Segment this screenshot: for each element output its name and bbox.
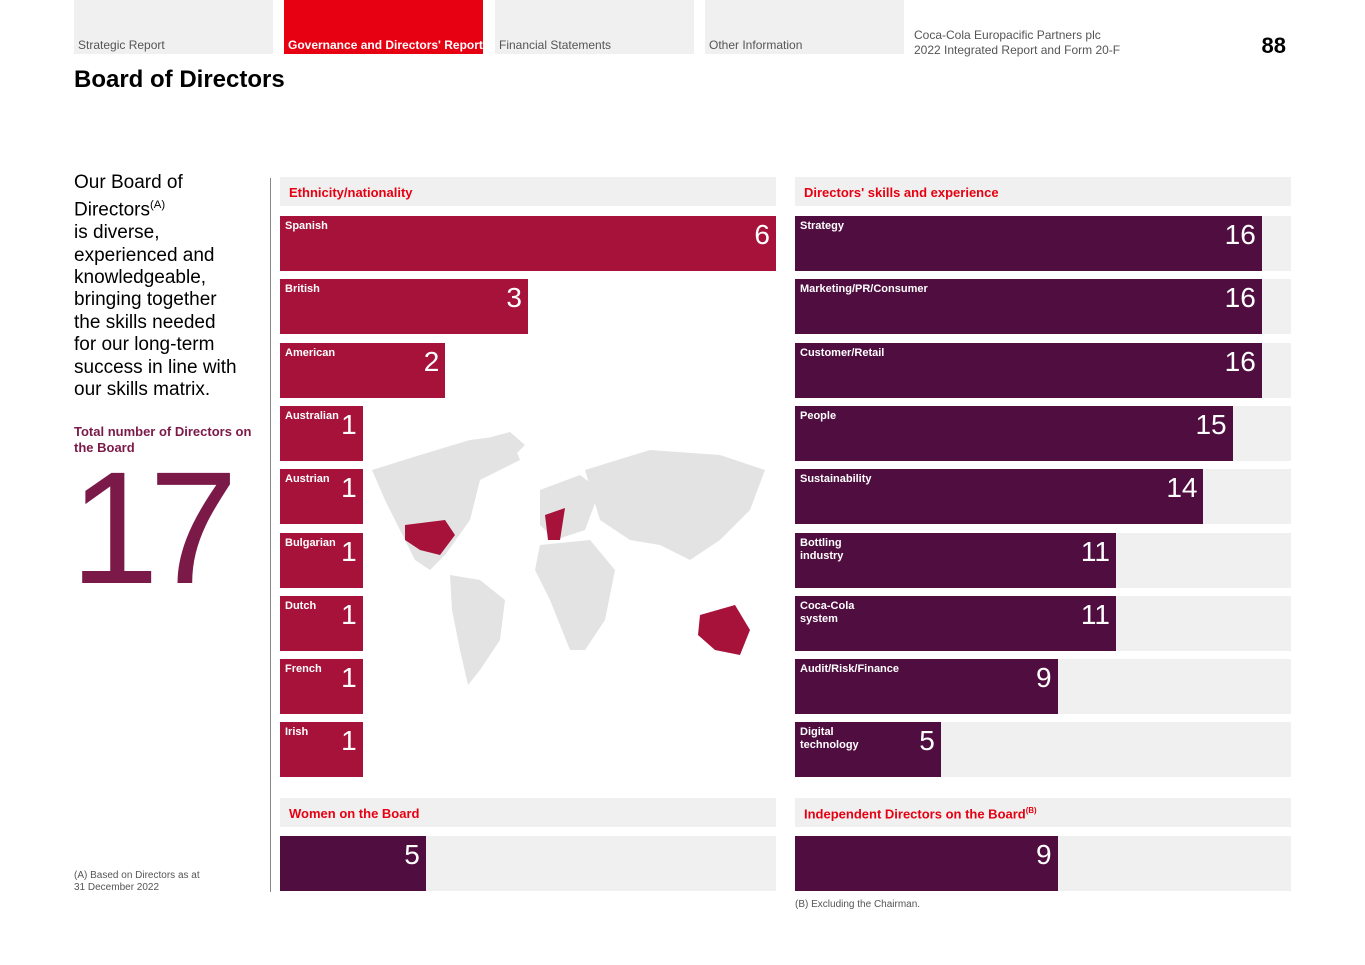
bar-value: 11: [1080, 535, 1110, 567]
bar: [795, 836, 1058, 891]
bar-label: American: [285, 346, 336, 359]
company: Coca-Cola Europacific Partners plc: [914, 28, 1101, 42]
bar-label: Austrian: [285, 473, 330, 486]
bar-label: Irish: [285, 726, 309, 739]
total-value: 17: [70, 438, 238, 617]
intro: Our Board of Directors(A) is diverse, exper…: [74, 172, 264, 401]
total-label: Total number of Directors on the Board: [74, 424, 252, 455]
chart-title: Ethnicity/nationality: [289, 185, 413, 200]
bar-label: Australian: [285, 409, 339, 422]
divider: [270, 178, 271, 892]
bar-value: 14: [1166, 472, 1198, 504]
bar: [280, 279, 528, 335]
intro-line: is diverse,: [74, 222, 160, 244]
bar-label: People: [800, 409, 837, 422]
bar-value: 11: [1080, 598, 1110, 630]
bar-label: Audit/Risk/Finance: [800, 663, 900, 676]
intro-line: Our Board of: [74, 172, 183, 193]
bar: [280, 722, 363, 778]
bar: [280, 405, 363, 461]
bar-label: French: [285, 663, 322, 676]
bar-label: Bulgarian: [285, 536, 336, 549]
bar-label: Strategy: [800, 220, 845, 232]
chart-header: Ethnicity/nationality: [280, 177, 776, 206]
bar-label: Bottling industry: [800, 536, 844, 562]
bar-label: Marketing/PR/Consumer: [800, 283, 928, 296]
footnote-text: Excluding the Chairman.: [811, 899, 921, 910]
note-ref: (A): [150, 199, 166, 212]
bar: [280, 595, 363, 651]
bar: [795, 469, 1204, 525]
bar-label: Dutch: [285, 599, 317, 612]
nav-tab: Financial Statements: [495, 0, 694, 54]
note-ref: (B): [1025, 806, 1037, 815]
intro-line: our skills matrix.: [74, 378, 211, 400]
bar-value: 16: [1224, 345, 1256, 377]
bar-value: 3: [506, 282, 522, 314]
bar-value: 1: [341, 472, 357, 504]
bar-label: Sustainability: [800, 473, 872, 486]
bar: [280, 532, 363, 588]
chart-header: Independent Directors on the Board(B): [795, 798, 1291, 827]
bar: [795, 216, 1262, 271]
intro-line: bringing together: [74, 289, 217, 311]
bar: [280, 342, 446, 398]
bar-value: 1: [341, 662, 357, 694]
bar-value: 16: [1224, 219, 1256, 250]
bar-value: 1: [341, 725, 357, 757]
bar: [795, 405, 1233, 461]
bar-value: 1: [341, 535, 357, 567]
bar-value: 9: [1036, 839, 1052, 870]
chart-title: Independent Directors on the Board: [804, 806, 1026, 822]
bar: [280, 469, 363, 525]
chart-title: Directors' skills and experience: [804, 185, 999, 200]
nav-tab: Governance and Directors' Report: [284, 0, 483, 54]
intro-line: the skills needed: [74, 311, 216, 333]
nav-tab: Other Information: [705, 0, 904, 54]
page-title: Board of Directors: [74, 66, 285, 93]
footnote-text: Based on Directors as at 31 December 202…: [74, 870, 200, 893]
chart-header: Women on the Board: [280, 798, 776, 827]
intro-line: experienced and: [74, 244, 215, 266]
chart-title: Women on the Board: [289, 806, 420, 821]
intro-line: Directors(A): [74, 199, 166, 221]
bar: [795, 342, 1262, 398]
bar-label: Digital technology: [800, 726, 859, 752]
bar-label: Coca-Cola system: [800, 599, 855, 625]
intro-line: success in line with: [74, 356, 237, 378]
bar-value: 6: [754, 219, 770, 250]
bar-value: 2: [423, 345, 440, 377]
bar-value: 5: [404, 839, 420, 870]
nav-tab: Strategic Report: [74, 0, 273, 54]
footnote-ref: (B): [795, 899, 809, 910]
bar: [795, 659, 1058, 715]
report: 2022 Integrated Report and Form 20-F: [914, 43, 1121, 57]
intro-line: knowledgeable,: [74, 266, 207, 288]
page-number: 88: [1261, 33, 1286, 58]
bar: [280, 216, 776, 271]
report-info: Coca-Cola Europacific Partners plc 2022 …: [914, 28, 1120, 58]
bar: [795, 722, 941, 778]
bar-label: Spanish: [285, 220, 328, 232]
chart-header: Directors' skills and experience: [795, 177, 1291, 206]
bar: [795, 595, 1116, 651]
bar-value: 9: [1036, 662, 1052, 694]
bar: [280, 659, 363, 715]
bar: [795, 532, 1116, 588]
bar: [280, 836, 426, 891]
footnote: (B) Excluding the Chairman.: [795, 899, 920, 910]
bar-value: 5: [919, 725, 935, 757]
intro-line: for our long-term: [74, 334, 215, 356]
bar-value: 1: [341, 408, 357, 440]
bar: [795, 279, 1262, 335]
bar-value: 15: [1195, 408, 1227, 440]
footnote: (A) Based on Directors as at 31 December…: [74, 870, 209, 894]
bar-value: 16: [1224, 282, 1256, 314]
footnote-ref: (A): [74, 870, 88, 881]
bar-label: Customer/Retail: [800, 346, 885, 359]
bar-value: 1: [341, 598, 357, 630]
bar-label: British: [285, 283, 320, 296]
